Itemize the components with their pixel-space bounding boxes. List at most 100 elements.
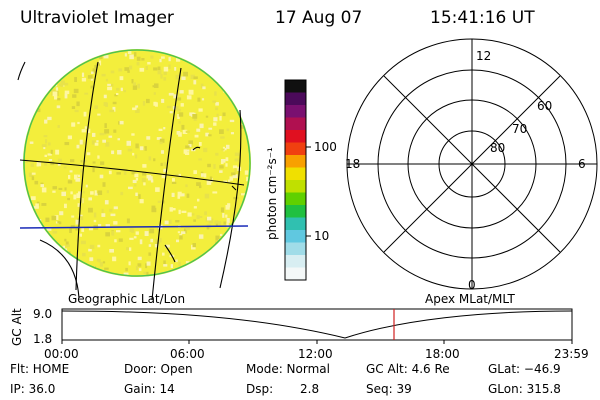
speckle-cell: [30, 90, 34, 93]
speckle-cell: [28, 88, 32, 93]
speckle-cell: [116, 172, 121, 175]
speckle-cell: [201, 98, 205, 101]
speckle-cell: [177, 231, 180, 234]
speckle-cell: [40, 182, 44, 185]
speckle-cell: [83, 111, 87, 117]
speckle-cell: [94, 193, 98, 196]
speckle-cell: [114, 94, 118, 97]
speckle-cell: [208, 134, 212, 137]
speckle-cell: [233, 88, 237, 92]
speckle-cell: [222, 213, 225, 218]
speckle-cell: [105, 275, 110, 276]
speckle-cell: [47, 53, 51, 58]
speckle-cell: [161, 56, 165, 59]
speckle-cell: [90, 191, 94, 195]
speckle-cell: [206, 180, 212, 185]
speckle-cell: [198, 142, 202, 146]
speckle-cell: [133, 236, 137, 239]
colorbar-swatch: [285, 142, 306, 156]
speckle-cell: [193, 219, 196, 222]
speckle-cell: [118, 68, 123, 72]
speckle-cell: [192, 243, 196, 248]
speckle-cell: [104, 267, 109, 270]
earth-disk-image: [17, 49, 251, 301]
speckle-cell: [215, 235, 220, 241]
speckle-cell: [99, 174, 104, 179]
speckle-cell: [207, 216, 212, 221]
speckle-cell: [92, 167, 95, 173]
speckle-cell: [137, 83, 140, 89]
speckle-cell: [201, 259, 204, 264]
speckle-cell: [77, 121, 80, 125]
speckle-cell: [79, 139, 83, 145]
speckle-cell: [140, 278, 143, 282]
speckle-cell: [61, 50, 66, 53]
speckle-cell: [231, 81, 235, 85]
speckle-cell: [123, 272, 129, 275]
speckle-cell: [24, 122, 28, 127]
colorbar-swatch: [285, 130, 306, 143]
speckle-cell: [230, 132, 234, 135]
speckle-cell: [41, 144, 47, 148]
speckle-cell: [145, 263, 148, 269]
speckle-cell: [52, 190, 56, 193]
speckle-cell: [225, 163, 228, 167]
speckle-cell: [193, 117, 197, 121]
speckle-cell: [200, 171, 204, 175]
speckle-cell: [34, 223, 38, 226]
speckle-cell: [220, 161, 224, 164]
speckle-cell: [100, 274, 106, 276]
speckle-cell: [116, 93, 119, 95]
speckle-cell: [139, 67, 145, 72]
speckle-cell: [98, 60, 102, 66]
speckle-cell: [64, 90, 70, 95]
timeline-x-tick: 06:00: [170, 347, 205, 361]
speckle-cell: [153, 101, 157, 106]
colorbar-swatch: [285, 167, 306, 181]
speckle-cell: [220, 271, 223, 276]
speckle-cell: [30, 163, 34, 167]
speckle-cell: [189, 112, 195, 116]
speckle-cell: [75, 219, 80, 225]
speckle-cell: [165, 244, 170, 248]
speckle-cell: [94, 65, 97, 69]
speckle-cell: [172, 178, 175, 182]
speckle-cell: [243, 106, 249, 112]
speckle-cell: [187, 212, 192, 217]
mlt-label-18: 18: [345, 157, 360, 171]
speckle-cell: [239, 70, 243, 73]
speckle-cell: [58, 221, 62, 225]
speckle-cell: [101, 208, 104, 214]
speckle-cell: [162, 200, 165, 204]
speckle-cell: [159, 58, 162, 63]
speckle-cell: [63, 166, 67, 169]
speckle-cell: [239, 233, 243, 236]
speckle-cell: [199, 123, 204, 129]
speckle-cell: [41, 187, 47, 193]
status-gain: Gain: 14: [124, 382, 175, 396]
speckle-cell: [214, 68, 217, 72]
speckle-cell: [209, 63, 214, 66]
speckle-cell: [150, 238, 154, 243]
speckle-cell: [226, 128, 230, 132]
left-panel-caption: Geographic Lat/Lon: [68, 292, 185, 306]
speckle-cell: [133, 52, 137, 57]
status-gc-altitude: GC Alt: 4.6 Re: [366, 362, 450, 376]
speckle-cell: [160, 150, 164, 154]
status-ip: IP: 36.0: [10, 382, 56, 396]
timeline-x-tick: 18:00: [425, 347, 460, 361]
speckle-cell: [180, 231, 186, 234]
speckle-cell: [154, 83, 159, 88]
speckle-cell: [44, 60, 48, 65]
speckle-cell: [107, 86, 113, 91]
speckle-cell: [185, 261, 190, 264]
speckle-cell: [177, 114, 180, 119]
speckle-cell: [40, 233, 43, 238]
speckle-cell: [159, 141, 163, 145]
speckle-cell: [144, 146, 147, 151]
speckle-cell: [97, 155, 100, 159]
speckle-cell: [81, 228, 85, 232]
speckle-cell: [65, 244, 70, 247]
speckle-cell: [93, 272, 97, 276]
speckle-cell: [117, 138, 120, 141]
